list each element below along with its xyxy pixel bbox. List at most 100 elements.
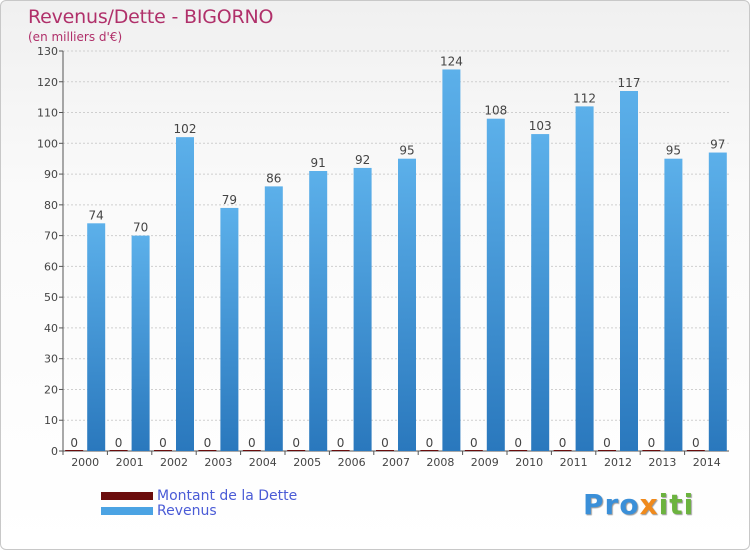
bar-revenus [131,235,150,451]
data-label-revenus: 117 [618,76,641,90]
bar-dette [65,450,84,451]
x-tick-label: 2003 [204,456,232,469]
bar-revenus [531,134,550,452]
bar-dette [420,450,439,451]
data-label-revenus: 124 [440,54,463,68]
bar-revenus [442,69,461,451]
bar-revenus [708,152,727,452]
x-tick-label: 2006 [338,456,366,469]
bar-dette [598,450,616,451]
x-tick-label: 2002 [160,456,188,469]
data-label-dette: 0 [159,436,167,450]
x-tick-label: 2010 [515,456,543,469]
y-tick-label: 100 [37,137,58,150]
gridlines [63,50,729,452]
data-label-revenus: 91 [311,156,326,170]
data-label-revenus: 112 [573,91,596,105]
data-label-dette: 0 [692,436,700,450]
y-tick-label: 30 [44,353,58,366]
legend-swatch-dette [101,491,153,500]
chart-subtitle: (en milliers d'€) [28,30,123,44]
legend-item-revenus: Revenus [101,502,297,519]
x-tick-label: 2013 [648,456,676,469]
bar-revenus [176,137,194,451]
x-tick-label: 2000 [71,456,99,469]
y-tick-label: 10 [44,414,58,427]
bar-dette [464,450,483,451]
y-tick-label: 40 [44,322,58,335]
labels: 2000 0 74 2001 0 70 2002 0 102 2003 0 79 2004 0 86 2005… [70,54,725,469]
y-tick-label: 90 [44,168,58,181]
bar-revenus [486,118,505,451]
y-tick-label: 20 [44,383,58,396]
data-label-revenus: 102 [174,122,197,136]
legend-label-revenus: Revenus [157,502,217,519]
bar-dette [331,450,350,451]
data-label-revenus: 92 [355,153,370,167]
x-tick-label: 2004 [249,456,277,469]
bar-dette [242,450,261,451]
data-label-dette: 0 [559,436,567,450]
bar-revenus [87,223,106,451]
y-tick-label: 50 [44,291,58,304]
bar-dette [553,450,572,451]
data-label-dette: 0 [426,436,434,450]
bar-revenus [309,171,328,451]
data-label-revenus: 79 [222,193,237,207]
y-tick-label: 70 [44,230,58,243]
y-tick-label: 130 [37,45,58,58]
chart-title: Revenus/Dette - BIGORNO [28,6,274,28]
data-label-dette: 0 [514,436,522,450]
proxiti-logo: Proxiti [583,488,695,521]
y-tick-label: 110 [37,107,58,120]
y-tick-label: 80 [44,199,58,212]
legend-swatch-revenus [101,506,153,515]
bar-revenus [220,207,239,451]
bars [65,69,727,452]
data-label-revenus: 108 [484,104,507,118]
data-label-revenus: 103 [529,119,552,133]
bar-dette [154,450,172,451]
bar-dette [642,450,661,451]
bar-revenus [398,158,416,451]
legend: Montant de la Dette Revenus [101,487,298,519]
data-label-dette: 0 [248,436,256,450]
legend-label-dette: Montant de la Dette [157,487,298,504]
bar-revenus [620,91,638,451]
data-label-dette: 0 [381,436,389,450]
data-label-dette: 0 [648,436,656,450]
x-tick-label: 2014 [693,456,721,469]
bar-dette [109,450,128,451]
y-tick-label: 0 [51,445,58,458]
x-tick-label: 2005 [293,456,321,469]
y-tick-label: 60 [44,260,58,273]
bar-dette [376,450,394,451]
data-label-revenus: 95 [399,144,414,158]
data-label-dette: 0 [292,436,300,450]
data-label-dette: 0 [70,436,78,450]
bar-revenus [353,167,372,451]
legend-item-dette: Montant de la Dette [101,487,298,504]
x-tick-label: 2008 [426,456,454,469]
bar-revenus [264,186,283,451]
data-label-dette: 0 [204,436,212,450]
data-label-revenus: 97 [710,138,725,152]
data-label-dette: 0 [470,436,478,450]
x-tick-label: 2012 [604,456,632,469]
bar-dette [198,450,217,451]
bar-dette [287,450,306,451]
data-label-revenus: 70 [133,221,148,235]
data-label-dette: 0 [337,436,345,450]
bar-revenus [575,106,594,451]
data-label-revenus: 95 [666,144,681,158]
y-tick-label: 120 [37,76,58,89]
bar-dette [686,450,705,451]
bar-revenus [664,158,683,451]
bar-dette [509,450,528,451]
data-label-revenus: 74 [89,208,104,222]
data-label-revenus: 86 [266,171,281,185]
x-tick-label: 2009 [471,456,499,469]
